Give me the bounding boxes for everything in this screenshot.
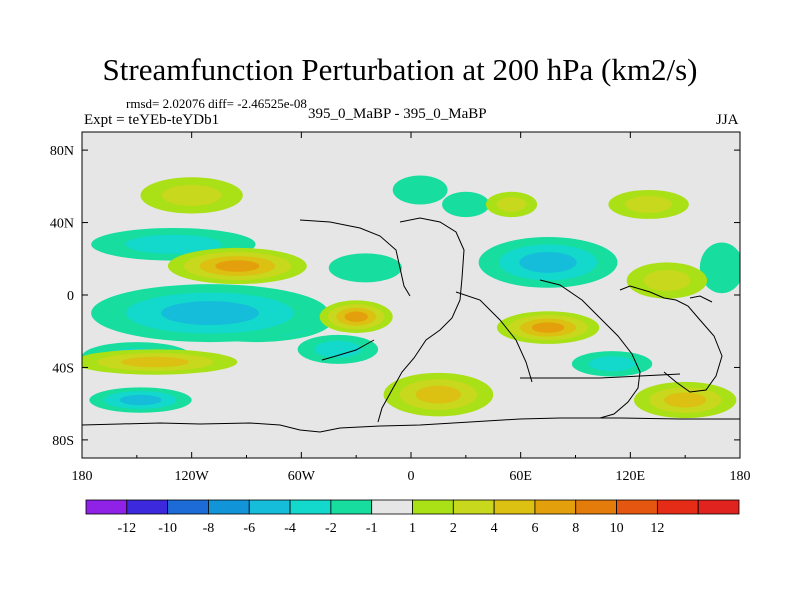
contour-level <box>215 260 260 272</box>
anomaly-cell <box>297 334 379 364</box>
colorbar-swatch <box>85 499 128 515</box>
colorbar-label: -4 <box>284 521 296 536</box>
colorbar-swatch <box>452 499 495 515</box>
colorbar-label: 2 <box>450 521 457 536</box>
contour-level <box>328 253 402 283</box>
x-tick-label: 120W <box>175 469 210 484</box>
x-tick-label: 0 <box>408 469 415 484</box>
colorbar-swatch <box>289 499 332 515</box>
colorbar-label: 12 <box>650 521 664 536</box>
axis-ticks: 180 120W 60W 0 60E 120E 180 80N 40N 0 40S 80S <box>50 132 751 484</box>
colorbar-label: -2 <box>325 521 337 536</box>
anomaly-cell <box>626 262 708 299</box>
contour-level <box>588 356 636 372</box>
anomaly-cell <box>328 253 402 283</box>
colorbar-swatch <box>330 499 373 515</box>
colorbar: -12 -10 -8 -6 -4 -2 -1 1 2 4 6 8 10 12 <box>85 499 740 536</box>
anomaly-cell <box>140 177 243 214</box>
chart-subtitle: 395_0_MaBP - 395_0_MaBP <box>308 106 487 122</box>
x-tick-label: 120E <box>616 469 646 484</box>
y-tick-label: 80N <box>50 144 74 159</box>
contour-level <box>344 311 368 322</box>
colorbar-swatch <box>167 499 209 515</box>
y-tick-label: 40N <box>50 217 74 232</box>
colorbar-swatch <box>616 499 658 515</box>
colorbar-label: -12 <box>117 521 136 536</box>
contour-level <box>625 195 673 213</box>
colorbar-label: -10 <box>158 521 177 536</box>
y-tick-label: 80S <box>52 434 74 449</box>
colorbar-label: 8 <box>572 521 579 536</box>
rmsd-diff-stats: rmsd= 2.02076 diff= -2.46525e-08 <box>126 96 307 111</box>
contour-level <box>121 356 189 368</box>
contour-level <box>643 269 691 292</box>
contour-level <box>314 340 362 358</box>
colorbar-swatch <box>493 499 536 515</box>
colorbar-label: 6 <box>531 521 538 536</box>
anomaly-cell <box>89 387 192 413</box>
anomaly-cell <box>91 284 329 343</box>
colorbar-swatch <box>126 499 169 515</box>
colorbar-label: 1 <box>409 521 416 536</box>
colorbar-label: -6 <box>243 521 255 536</box>
anomaly-cell <box>571 351 653 377</box>
anomaly-cell <box>383 372 494 417</box>
contour-level <box>442 191 490 218</box>
anomaly-cell <box>319 300 393 334</box>
x-tick-label: 60E <box>509 469 532 484</box>
anomaly-cell <box>699 242 740 294</box>
x-tick-label: 180 <box>72 469 93 484</box>
experiment-label: Expt = teYEb-teYDb1 <box>84 112 220 128</box>
colorbar-swatch <box>575 499 617 515</box>
chart-title: Streamfunction Perturbation at 200 hPa (… <box>102 52 698 87</box>
contour-fields <box>82 175 740 419</box>
contour-level <box>664 392 707 408</box>
contour-level <box>519 251 577 273</box>
anomaly-cell <box>485 191 538 218</box>
contour-level <box>161 184 222 206</box>
anomaly-cell <box>442 191 490 218</box>
anomaly-cell <box>496 311 600 344</box>
anomaly-cell <box>82 349 238 375</box>
contour-level <box>415 385 461 404</box>
anomaly-cell <box>633 381 737 419</box>
colorbar-label: 10 <box>610 521 624 536</box>
anomaly-cell <box>167 247 307 285</box>
colorbar-swatch <box>534 499 577 515</box>
contour-level <box>161 301 259 326</box>
y-tick-label: 0 <box>67 289 74 304</box>
colorbar-swatch <box>697 499 740 515</box>
colorbar-label: -1 <box>366 521 378 536</box>
colorbar-swatch <box>208 499 250 515</box>
contour-level <box>119 394 162 406</box>
x-tick-label: 180 <box>730 469 751 484</box>
contour-level <box>125 234 222 254</box>
colorbar-swatch <box>248 499 291 515</box>
contour-level <box>699 242 740 294</box>
y-tick-label: 40S <box>52 361 74 376</box>
colorbar-swatch <box>412 499 454 515</box>
colorbar-label: -8 <box>203 521 215 536</box>
anomaly-cell <box>392 175 448 205</box>
coastlines <box>82 217 740 433</box>
anomaly-cell <box>478 237 618 288</box>
season-label: JJA <box>716 112 739 128</box>
x-tick-label: 60W <box>288 469 316 484</box>
contour-level <box>496 197 527 212</box>
colorbar-label: 4 <box>491 521 498 536</box>
colorbar-swatch <box>656 499 699 515</box>
contour-level <box>392 175 448 205</box>
contour-level <box>531 322 565 333</box>
colorbar-swatch <box>371 499 413 515</box>
anomaly-cell <box>608 189 689 219</box>
